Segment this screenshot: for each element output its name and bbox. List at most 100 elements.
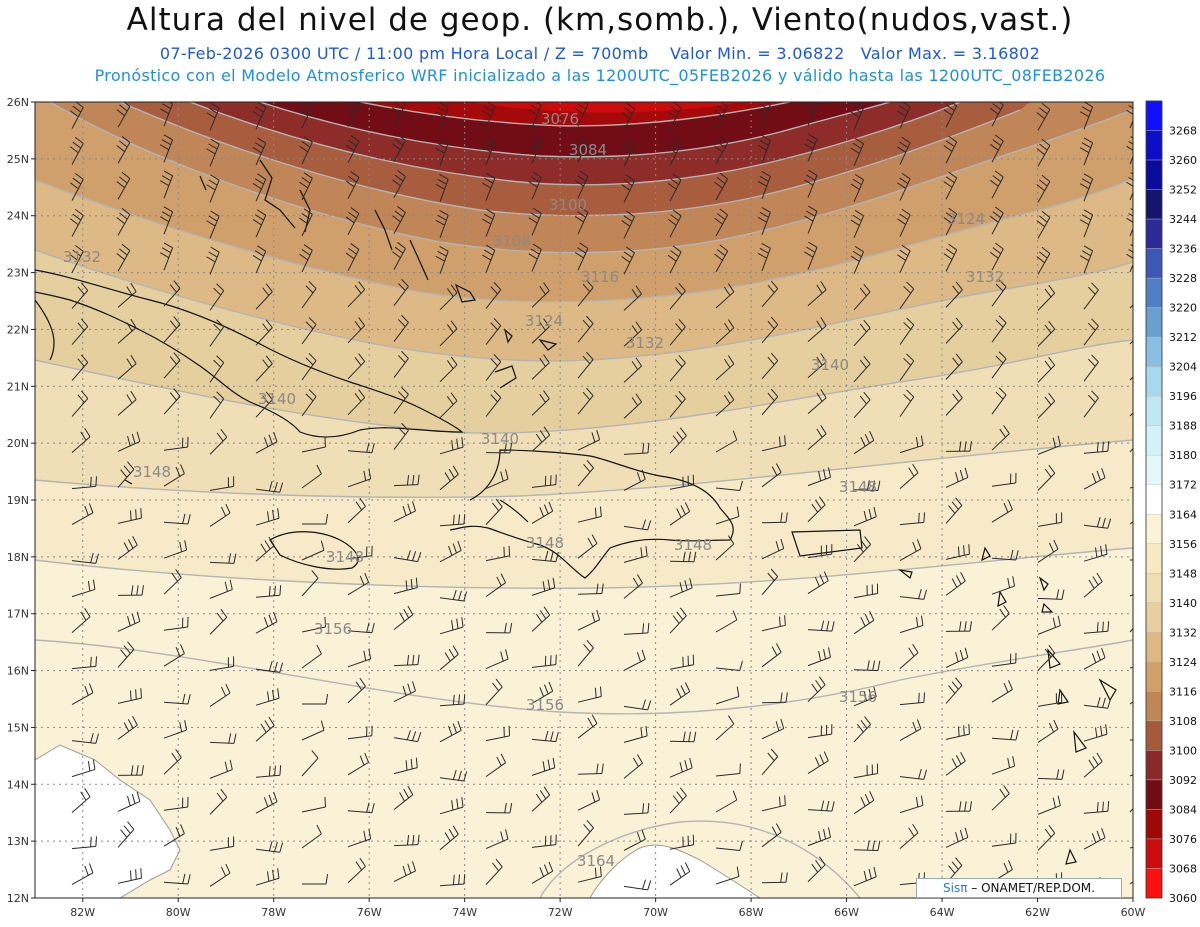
wind-barb (714, 172, 729, 201)
wind-barb (531, 786, 551, 812)
wind-barb (807, 317, 827, 342)
lon-label: 66W (834, 906, 859, 919)
wind-barb (761, 280, 779, 308)
wind-barb (667, 102, 682, 130)
wind-barb (70, 102, 84, 129)
wind-barb (623, 879, 652, 891)
wind-barb (439, 874, 466, 887)
wind-barb (301, 570, 319, 597)
wind-barb (392, 242, 406, 270)
wind-barb (669, 787, 687, 814)
wind-barb (439, 825, 459, 851)
wind-barb (1037, 824, 1056, 851)
lon-label: 74W (452, 906, 477, 919)
land-colombia (35, 744, 181, 898)
lon-label: 64W (930, 906, 955, 919)
legend-swatch (1145, 130, 1163, 161)
wind-barb (531, 757, 556, 776)
wind-barb (163, 280, 181, 307)
wind-barb (163, 388, 181, 415)
wind-barb (623, 442, 650, 455)
wind-barb (757, 102, 771, 127)
legend-label: 3252 (1169, 184, 1197, 197)
legend-label: 3060 (1169, 892, 1197, 905)
contour-label: 3132 (966, 268, 1004, 286)
wind-barb (897, 136, 911, 165)
wind-barb (853, 791, 875, 815)
wind-barb (850, 173, 865, 202)
wind-barb (71, 552, 100, 564)
wind-barb (482, 172, 496, 201)
wind-barb (531, 681, 554, 704)
legend-swatch (1145, 159, 1163, 190)
wind-barb (623, 802, 650, 815)
wind-barb (621, 210, 635, 239)
wind-barb (669, 551, 697, 563)
wind-barb (623, 829, 646, 851)
wind-barb (577, 459, 594, 487)
wind-barb (574, 170, 589, 199)
contour-label: 3132 (63, 248, 101, 266)
wind-barb (623, 545, 648, 563)
wind-barb (669, 578, 693, 598)
wind-barb (761, 872, 788, 884)
wind-barb (209, 759, 233, 779)
wind-barb (163, 352, 181, 379)
wind-barb (206, 246, 220, 275)
wind-barb (435, 137, 449, 166)
lon-label: 62W (1025, 906, 1050, 919)
wind-barb (807, 425, 827, 450)
lon-label: 72W (548, 906, 573, 919)
wind-barb (70, 172, 84, 201)
wind-barb (853, 431, 875, 455)
wind-barb (255, 688, 280, 706)
wind-barb (255, 536, 275, 562)
wind-barb (71, 579, 96, 598)
wind-barb (850, 137, 865, 166)
wind-barb (761, 435, 786, 452)
wind-barb (807, 496, 826, 522)
wind-barb (807, 544, 833, 559)
legend-swatch (1145, 661, 1163, 692)
lat-label: 16N (7, 665, 29, 678)
wind-barb (574, 206, 589, 235)
contour-label: 3156 (314, 620, 352, 638)
wind-barb (302, 874, 329, 885)
wind-barb (70, 244, 84, 273)
wind-barb (761, 316, 779, 344)
wind-barb (485, 725, 511, 742)
wind-barb (209, 283, 225, 311)
wind-barb (163, 824, 185, 847)
wind-barb (715, 283, 735, 309)
wind-barb (159, 206, 174, 235)
wind-barb (669, 682, 691, 706)
wind-barb (669, 318, 686, 346)
wind-barb (393, 577, 418, 595)
legend-label: 3140 (1169, 597, 1197, 610)
wind-barb (301, 796, 326, 813)
wind-barb (577, 351, 594, 379)
wind-barb (301, 464, 322, 489)
wind-barb (669, 731, 697, 743)
wind-barb (347, 353, 366, 380)
wind-barb (209, 608, 228, 635)
lat-label: 15N (7, 721, 29, 734)
wind-barb (669, 427, 687, 454)
wind-barb (807, 353, 827, 378)
wind-barb (761, 823, 782, 848)
contour-label: 3148 (674, 536, 712, 554)
wind-barb (485, 390, 502, 417)
wind-barb (117, 431, 141, 452)
wind-barb (439, 320, 458, 347)
wind-barb (439, 617, 464, 635)
lat-label: 14N (7, 778, 29, 791)
wind-barb (1079, 245, 1094, 274)
wind-barb (439, 769, 468, 782)
wind-barb (715, 686, 740, 705)
wind-barb (392, 206, 406, 234)
wind-barb (1037, 320, 1056, 347)
wind-barb (577, 790, 601, 811)
wind-barb (393, 785, 414, 810)
wind-barb (1037, 769, 1065, 780)
